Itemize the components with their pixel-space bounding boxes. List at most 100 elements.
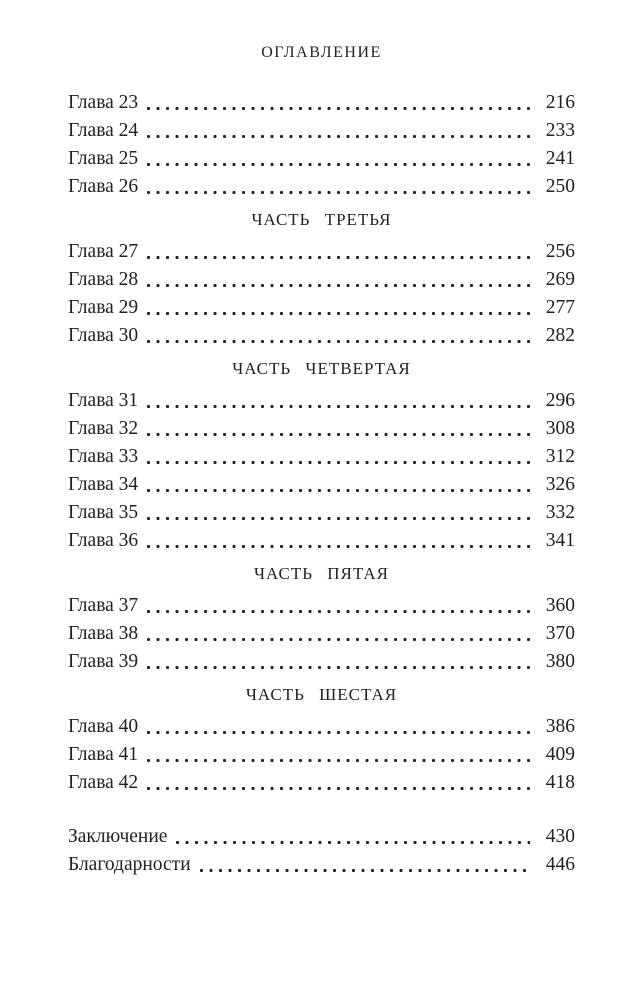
toc-entry-label: Глава 42 xyxy=(68,772,139,793)
toc-entry[interactable]: Глава 30 282 xyxy=(68,322,575,350)
dot-leader xyxy=(147,256,530,259)
toc-entry[interactable]: Глава 40 386 xyxy=(68,713,575,741)
dot-leader xyxy=(147,405,530,408)
dot-leader xyxy=(147,312,530,315)
toc-entry-label: Глава 24 xyxy=(68,120,139,141)
toc-entry-page: 269 xyxy=(545,269,575,290)
toc-section: ЧАСТЬ ЧЕТВЕРТАЯ Глава 31 296 Глава 32 30… xyxy=(68,359,575,555)
toc-entry-page: 370 xyxy=(545,623,575,644)
dot-leader xyxy=(147,610,530,613)
toc-entry-label: Глава 41 xyxy=(68,744,139,765)
part-heading: ЧАСТЬ ПЯТАЯ xyxy=(254,564,389,583)
toc-entry-page: 250 xyxy=(545,176,575,197)
toc-entry-page: 308 xyxy=(545,418,575,439)
toc-entry-page: 332 xyxy=(545,502,575,523)
toc-entry[interactable]: Глава 23 216 xyxy=(68,89,575,117)
toc-entry-label: Глава 40 xyxy=(68,716,139,737)
section-entries: Глава 31 296 Глава 32 308 Глава 33 312 Г… xyxy=(68,387,575,555)
toc-entry-page: 233 xyxy=(545,120,575,141)
toc-entry[interactable]: Глава 34 326 xyxy=(68,471,575,499)
part-heading: ЧАСТЬ ТРЕТЬЯ xyxy=(251,210,392,229)
dot-leader xyxy=(147,433,530,436)
toc-entry-page: 430 xyxy=(545,826,575,847)
dot-leader xyxy=(147,191,530,194)
toc-entry-label: Глава 39 xyxy=(68,651,139,672)
dot-leader xyxy=(147,461,530,464)
toc-entry[interactable]: Глава 39 380 xyxy=(68,648,575,676)
toc-entry-page: 216 xyxy=(545,92,575,113)
dot-leader xyxy=(147,638,530,641)
dot-leader xyxy=(147,759,530,762)
toc-entry-label: Глава 23 xyxy=(68,92,139,113)
toc-entry-label: Глава 36 xyxy=(68,530,139,551)
toc-entry-page: 446 xyxy=(545,854,575,875)
toc-entry-page: 326 xyxy=(545,474,575,495)
toc-entry-label: Глава 34 xyxy=(68,474,139,495)
toc-entry[interactable]: Глава 41 409 xyxy=(68,741,575,769)
toc-entry[interactable]: Глава 36 341 xyxy=(68,527,575,555)
toc-entry-page: 312 xyxy=(545,446,575,467)
dot-leader xyxy=(147,135,530,138)
dot-leader xyxy=(147,163,530,166)
toc-entry-label: Глава 25 xyxy=(68,148,139,169)
toc-entry[interactable]: Глава 32 308 xyxy=(68,415,575,443)
toc-entry[interactable]: Глава 37 360 xyxy=(68,592,575,620)
section-entries: Глава 23 216 Глава 24 233 Глава 25 241 Г… xyxy=(68,89,575,201)
toc-entry[interactable]: Глава 26 250 xyxy=(68,173,575,201)
toc-entry-label: Глава 32 xyxy=(68,418,139,439)
toc-entry-label: Глава 26 xyxy=(68,176,139,197)
toc-entry[interactable]: Глава 31 296 xyxy=(68,387,575,415)
toc-entry-page: 380 xyxy=(545,651,575,672)
toc-section: ЧАСТЬ ТРЕТЬЯ Глава 27 256 Глава 28 269 Г… xyxy=(68,210,575,350)
dot-leader xyxy=(147,731,530,734)
toc-entry-label: Глава 29 xyxy=(68,297,139,318)
section-entries: Глава 37 360 Глава 38 370 Глава 39 380 xyxy=(68,592,575,676)
toc-entry-page: 409 xyxy=(545,744,575,765)
section-entries: Глава 40 386 Глава 41 409 Глава 42 418 xyxy=(68,713,575,797)
dot-leader xyxy=(147,666,530,669)
dot-leader xyxy=(147,107,530,110)
back-matter-entry[interactable]: Благодарности 446 xyxy=(68,851,575,879)
toc-entry[interactable]: Глава 33 312 xyxy=(68,443,575,471)
dot-leader xyxy=(199,869,530,872)
toc-entry-label: Глава 30 xyxy=(68,325,139,346)
toc-entry-label: Глава 37 xyxy=(68,595,139,616)
toc-entry-page: 282 xyxy=(545,325,575,346)
toc-section: Глава 23 216 Глава 24 233 Глава 25 241 Г… xyxy=(68,89,575,201)
dot-leader xyxy=(147,517,530,520)
toc-entry-label: Глава 35 xyxy=(68,502,139,523)
dot-leader xyxy=(147,340,530,343)
toc-entry-page: 256 xyxy=(545,241,575,262)
dot-leader xyxy=(147,489,530,492)
toc-entry-label: Благодарности xyxy=(68,854,191,875)
back-matter: Заключение 430 Благодарности 446 xyxy=(68,823,575,879)
toc-entry[interactable]: Глава 28 269 xyxy=(68,266,575,294)
toc-entry[interactable]: Глава 27 256 xyxy=(68,238,575,266)
toc-entry[interactable]: Глава 42 418 xyxy=(68,769,575,797)
toc-entry-page: 341 xyxy=(545,530,575,551)
toc-sections: Глава 23 216 Глава 24 233 Глава 25 241 Г… xyxy=(68,89,575,797)
dot-leader xyxy=(147,284,530,287)
toc-entry[interactable]: Глава 29 277 xyxy=(68,294,575,322)
toc-entry-label: Глава 33 xyxy=(68,446,139,467)
part-heading: ЧАСТЬ ШЕСТАЯ xyxy=(245,685,398,704)
toc-section: ЧАСТЬ ШЕСТАЯ Глава 40 386 Глава 41 409 Г… xyxy=(68,685,575,797)
page-title: ОГЛАВЛЕНИЕ xyxy=(261,44,382,61)
toc-entry-page: 277 xyxy=(545,297,575,318)
toc-entry-label: Глава 31 xyxy=(68,390,139,411)
toc-entry-page: 418 xyxy=(545,772,575,793)
dot-leader xyxy=(176,841,530,844)
toc-entry-page: 386 xyxy=(545,716,575,737)
back-matter-entry[interactable]: Заключение 430 xyxy=(68,823,575,851)
toc-section: ЧАСТЬ ПЯТАЯ Глава 37 360 Глава 38 370 Гл… xyxy=(68,564,575,676)
toc-entry-page: 296 xyxy=(545,390,575,411)
toc-entry[interactable]: Глава 24 233 xyxy=(68,117,575,145)
toc-entry[interactable]: Глава 38 370 xyxy=(68,620,575,648)
toc-entry-label: Заключение xyxy=(68,826,168,847)
toc-entry-label: Глава 38 xyxy=(68,623,139,644)
toc-entry[interactable]: Глава 25 241 xyxy=(68,145,575,173)
toc-entry-page: 360 xyxy=(545,595,575,616)
section-entries: Глава 27 256 Глава 28 269 Глава 29 277 Г… xyxy=(68,238,575,350)
toc-entry[interactable]: Глава 35 332 xyxy=(68,499,575,527)
